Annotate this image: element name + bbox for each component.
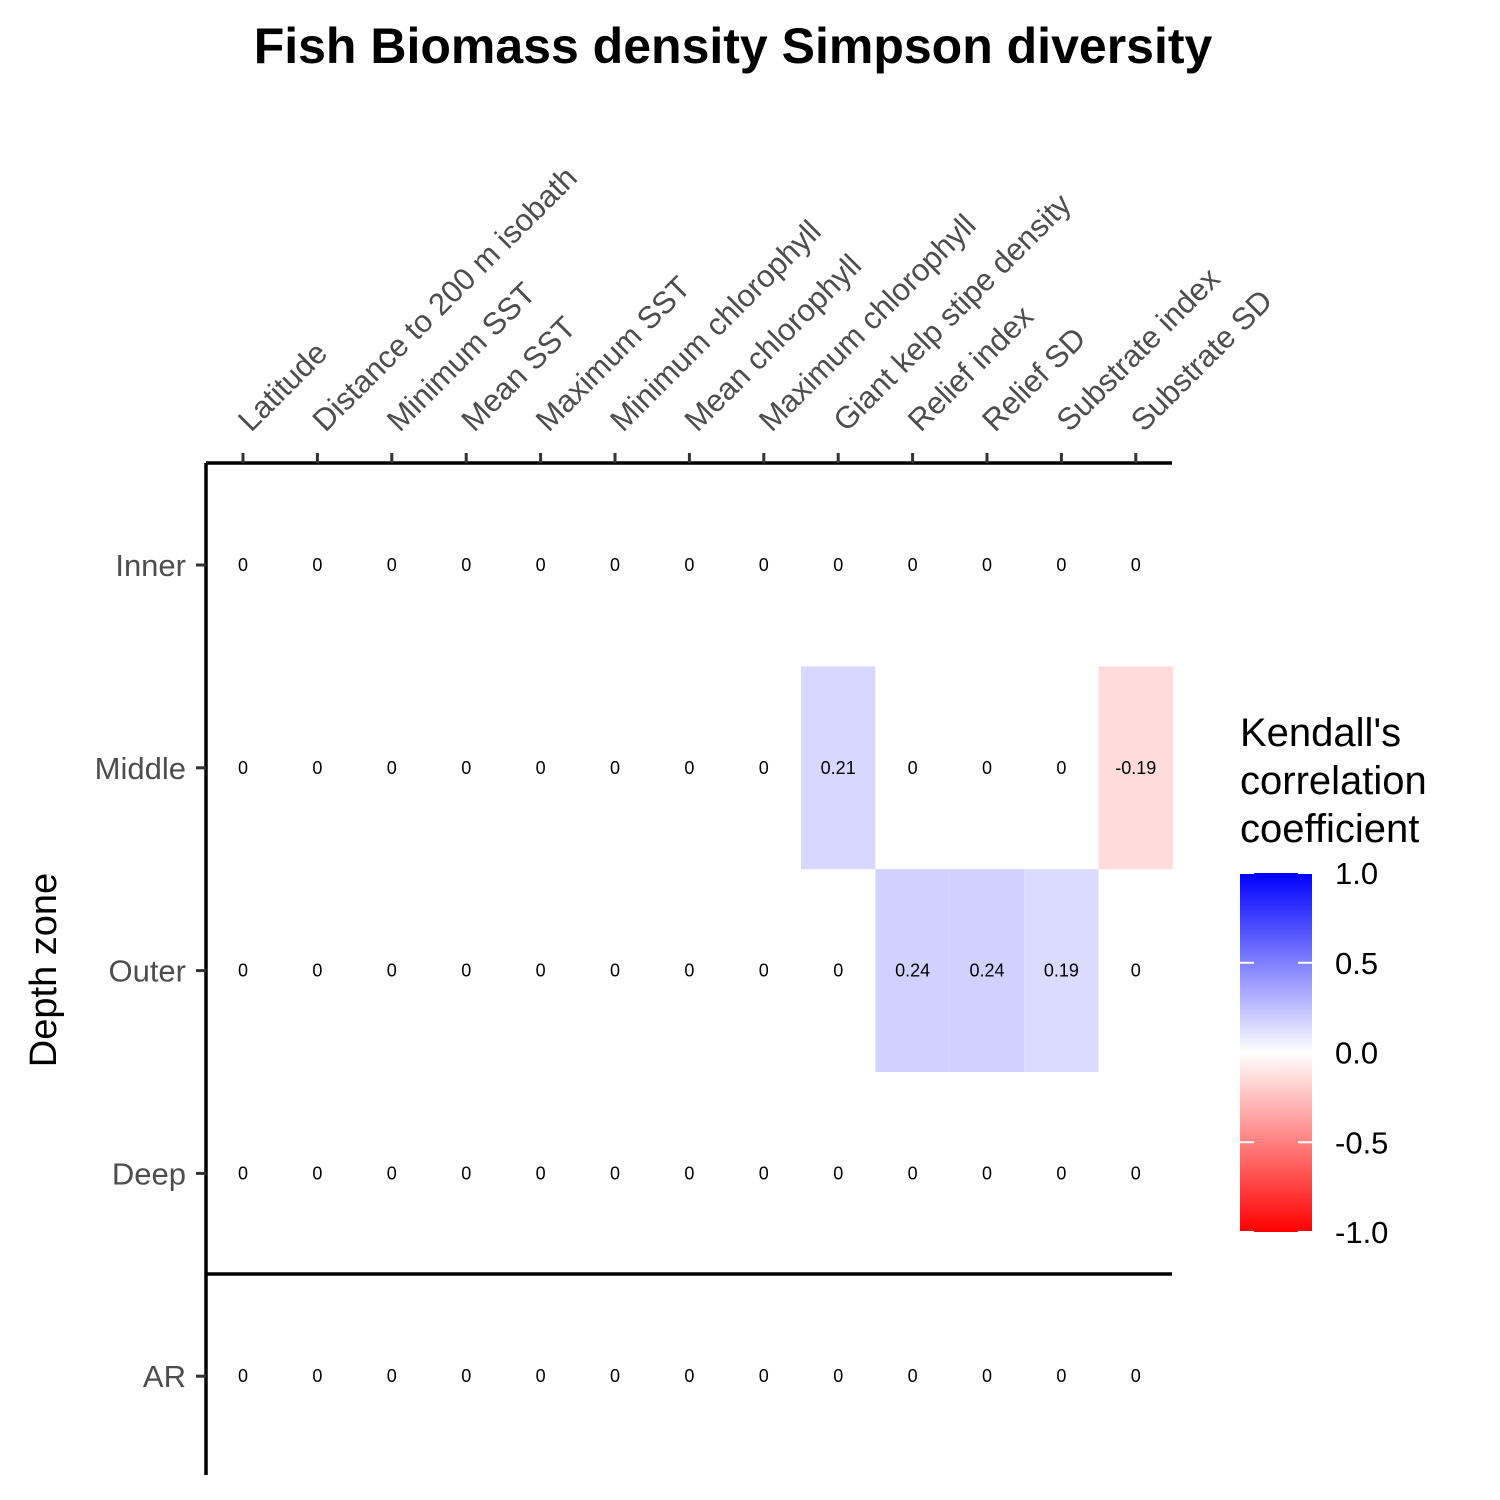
cell-value-label: 0 <box>833 1366 843 1386</box>
cell-value-label: -0.19 <box>1115 758 1156 778</box>
cell-value-label: 0 <box>536 555 546 575</box>
cell-value-label: 0 <box>312 758 322 778</box>
cell-value-label: 0 <box>1131 555 1141 575</box>
cell-value-label: 0 <box>759 555 769 575</box>
cell-value-label: 0.24 <box>969 961 1004 981</box>
cell-value-label: 0 <box>908 1366 918 1386</box>
heatmap-cell <box>1098 666 1173 870</box>
cell-value-label: 0 <box>312 961 322 981</box>
cell-value-label: 0 <box>387 1366 397 1386</box>
cell-value-label: 0 <box>461 961 471 981</box>
cell-value-label: 0 <box>461 555 471 575</box>
chart-title: Fish Biomass density Simpson diversity <box>254 18 1213 74</box>
cell-value-label: 0 <box>684 961 694 981</box>
legend-tick-label: 1.0 <box>1335 856 1378 891</box>
cell-value-label: 0 <box>833 1163 843 1183</box>
cell-value-label: 0 <box>1056 1163 1066 1183</box>
y-tick-label: Deep <box>112 1156 186 1191</box>
cell-value-label: 0 <box>759 1366 769 1386</box>
cell-value-label: 0 <box>536 961 546 981</box>
cell-value-label: 0 <box>833 961 843 981</box>
legend-title-line: correlation <box>1240 759 1427 803</box>
cell-value-label: 0 <box>684 555 694 575</box>
cell-value-label: 0 <box>461 758 471 778</box>
cell-value-label: 0 <box>387 555 397 575</box>
cell-value-label: 0 <box>610 758 620 778</box>
heatmap-cell <box>801 666 876 870</box>
legend-tick-label: 0.5 <box>1335 946 1378 981</box>
cell-value-label: 0 <box>610 1366 620 1386</box>
cell-value-label: 0 <box>1056 555 1066 575</box>
cell-value-label: 0 <box>759 961 769 981</box>
cell-value-label: 0 <box>238 1366 248 1386</box>
cell-value-label: 0 <box>982 555 992 575</box>
y-tick-label: Middle <box>95 751 186 786</box>
legend-tick-label: -0.5 <box>1335 1125 1388 1160</box>
y-tick-label: Inner <box>115 548 186 583</box>
cell-value-label: 0 <box>238 961 248 981</box>
cell-value-label: 0 <box>1056 758 1066 778</box>
cell-value-label: 0 <box>1056 1366 1066 1386</box>
cell-value-label: 0 <box>1131 1366 1141 1386</box>
cell-value-label: 0 <box>908 1163 918 1183</box>
legend-title-line: coefficient <box>1240 807 1419 851</box>
cell-value-label: 0 <box>536 1366 546 1386</box>
y-axis-label: Depth zone <box>23 873 65 1067</box>
cell-value-label: 0.19 <box>1044 961 1079 981</box>
heatmap-cell <box>949 869 1025 1072</box>
cell-value-label: 0 <box>610 555 620 575</box>
cell-value-label: 0 <box>1131 1163 1141 1183</box>
cell-value-label: 0 <box>610 1163 620 1183</box>
cell-value-label: 0 <box>610 961 620 981</box>
cell-value-label: 0 <box>759 1163 769 1183</box>
cell-value-label: 0 <box>908 758 918 778</box>
cell-value-label: 0 <box>312 1163 322 1183</box>
cell-value-label: 0 <box>461 1366 471 1386</box>
cell-value-label: 0 <box>312 1366 322 1386</box>
cell-value-label: 0 <box>1131 961 1141 981</box>
cell-value-label: 0 <box>387 758 397 778</box>
cell-value-label: 0 <box>982 1366 992 1386</box>
cell-value-label: 0.24 <box>895 961 930 981</box>
cell-value-label: 0 <box>461 1163 471 1183</box>
cell-value-label: 0 <box>387 1163 397 1183</box>
cell-value-label: 0 <box>982 758 992 778</box>
y-tick-label: AR <box>143 1359 186 1394</box>
heatmap-cells <box>801 666 1173 1072</box>
cell-value-label: 0 <box>908 555 918 575</box>
heatmap-cell <box>1024 869 1099 1072</box>
cell-value-label: 0 <box>982 1163 992 1183</box>
cell-value-label: 0 <box>238 555 248 575</box>
cell-value-label: 0 <box>312 555 322 575</box>
heatmap-cell <box>875 869 950 1072</box>
legend-tick-label: -1.0 <box>1335 1215 1388 1250</box>
y-tick-labels: Inner Middle Outer Deep AR <box>95 548 186 1394</box>
y-tick-label: Outer <box>108 954 186 989</box>
cell-value-label: 0 <box>833 555 843 575</box>
cell-value-label: 0 <box>536 1163 546 1183</box>
legend-title-line: Kendall's <box>1240 711 1401 755</box>
heatmap-cell-labels: 0 0 0 0 0 0 0 0 0 0 0 0 0 0 0 0 0 0 0 0 0 0.21 0 0 0 -0.19 0 0 0 0 0 0 0… <box>238 555 1156 1386</box>
cell-value-label: 0 <box>238 1163 248 1183</box>
cell-value-label: 0 <box>759 758 769 778</box>
legend-tick-label: 0.0 <box>1335 1036 1378 1071</box>
cell-value-label: 0 <box>684 1366 694 1386</box>
cell-value-label: 0 <box>536 758 546 778</box>
cell-value-label: 0 <box>684 758 694 778</box>
cell-value-label: 0 <box>238 758 248 778</box>
cell-value-label: 0 <box>684 1163 694 1183</box>
cell-value-label: 0 <box>387 961 397 981</box>
cell-value-label: 0.21 <box>821 758 856 778</box>
axes <box>196 453 1172 1475</box>
